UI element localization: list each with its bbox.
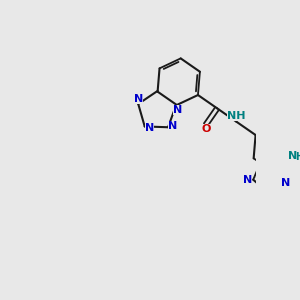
Text: N: N (243, 175, 252, 185)
Text: N: N (134, 94, 143, 104)
Text: O: O (201, 124, 211, 134)
Text: N: N (168, 121, 177, 131)
Text: H: H (295, 152, 300, 162)
Text: N: N (281, 178, 290, 188)
Text: N: N (173, 105, 183, 115)
Text: N: N (288, 151, 297, 161)
Text: N: N (145, 123, 154, 133)
Text: NH: NH (227, 111, 246, 121)
